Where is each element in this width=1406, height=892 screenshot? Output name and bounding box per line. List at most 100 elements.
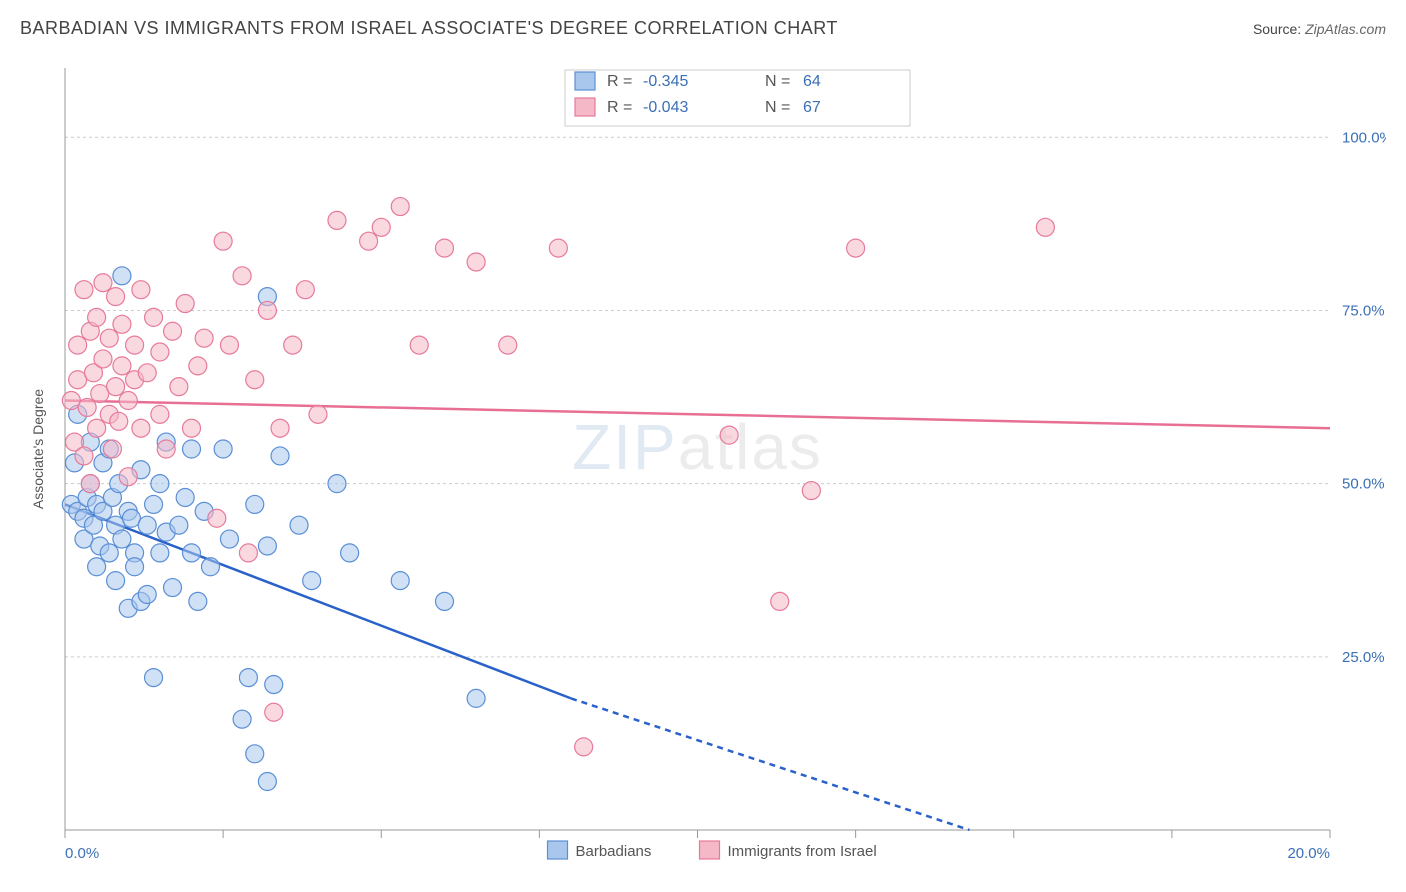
y-tick-label: 100.0% [1342,129,1386,146]
trend-line-dashed [571,698,969,830]
data-point [467,253,485,271]
data-point [176,488,194,506]
data-point [151,544,169,562]
data-point [802,482,820,500]
data-point [132,419,150,437]
data-point [113,530,131,548]
data-point [436,592,454,610]
data-point [75,281,93,299]
data-point [341,544,359,562]
data-point [164,579,182,597]
x-tick-label-right: 20.0% [1287,845,1330,862]
data-point [391,198,409,216]
data-point [258,301,276,319]
series-legend-label: Immigrants from Israel [728,843,877,860]
data-point [195,329,213,347]
data-point [575,738,593,756]
data-point [303,572,321,590]
legend-n-label: N = [765,99,790,116]
data-point [847,239,865,257]
data-point [100,329,118,347]
data-point [214,440,232,458]
data-point [164,322,182,340]
data-point [183,440,201,458]
data-point [138,585,156,603]
data-point [214,232,232,250]
source-value: ZipAtlas.com [1305,21,1386,37]
data-point [233,710,251,728]
data-point [107,288,125,306]
data-point [220,530,238,548]
legend-n-value: 67 [803,99,821,116]
legend-swatch [575,72,595,90]
data-point [372,218,390,236]
data-point [296,281,314,299]
data-point [246,495,264,513]
data-point [290,516,308,534]
source-label: Source: [1253,21,1301,37]
data-point [170,378,188,396]
data-point [258,537,276,555]
data-point [183,544,201,562]
data-point [246,371,264,389]
data-point [145,308,163,326]
y-tick-label: 25.0% [1342,649,1385,666]
data-point [94,350,112,368]
data-point [189,592,207,610]
legend-r-label: R = [607,73,632,90]
data-point [720,426,738,444]
data-point [360,232,378,250]
legend-swatch [548,841,568,859]
chart-title: BARBADIAN VS IMMIGRANTS FROM ISRAEL ASSO… [20,18,838,39]
data-point [271,419,289,437]
data-point [499,336,517,354]
data-point [239,544,257,562]
data-point [107,572,125,590]
data-point [107,378,125,396]
data-point [183,419,201,437]
data-point [145,495,163,513]
data-point [138,516,156,534]
data-point [113,357,131,375]
y-axis-label: Associate's Degree [30,389,46,509]
data-point [81,475,99,493]
data-point [176,295,194,313]
data-point [328,211,346,229]
data-point [309,405,327,423]
data-point [100,544,118,562]
data-point [88,308,106,326]
data-point [328,475,346,493]
legend-swatch [575,98,595,116]
y-tick-label: 50.0% [1342,476,1385,493]
data-point [208,509,226,527]
data-point [239,669,257,687]
data-point [126,558,144,576]
data-point [151,405,169,423]
data-point [119,468,137,486]
data-point [119,392,137,410]
data-point [145,669,163,687]
legend-r-label: R = [607,99,632,116]
legend-n-value: 64 [803,73,821,90]
data-point [75,447,93,465]
data-point [467,689,485,707]
data-point [103,440,121,458]
data-point [258,773,276,791]
data-point [189,357,207,375]
source-attribution: Source: ZipAtlas.com [1253,21,1386,37]
data-point [284,336,302,354]
data-point [170,516,188,534]
data-point [436,239,454,257]
data-point [113,315,131,333]
data-point [151,343,169,361]
data-point [151,475,169,493]
data-point [88,558,106,576]
data-point [94,274,112,292]
data-point [1036,218,1054,236]
legend-r-value: -0.043 [643,99,688,116]
data-point [771,592,789,610]
correlation-chart: 25.0%50.0%75.0%100.0%ZIPatlas0.0%20.0%As… [20,50,1386,877]
legend-n-label: N = [765,73,790,90]
data-point [110,412,128,430]
data-point [157,440,175,458]
